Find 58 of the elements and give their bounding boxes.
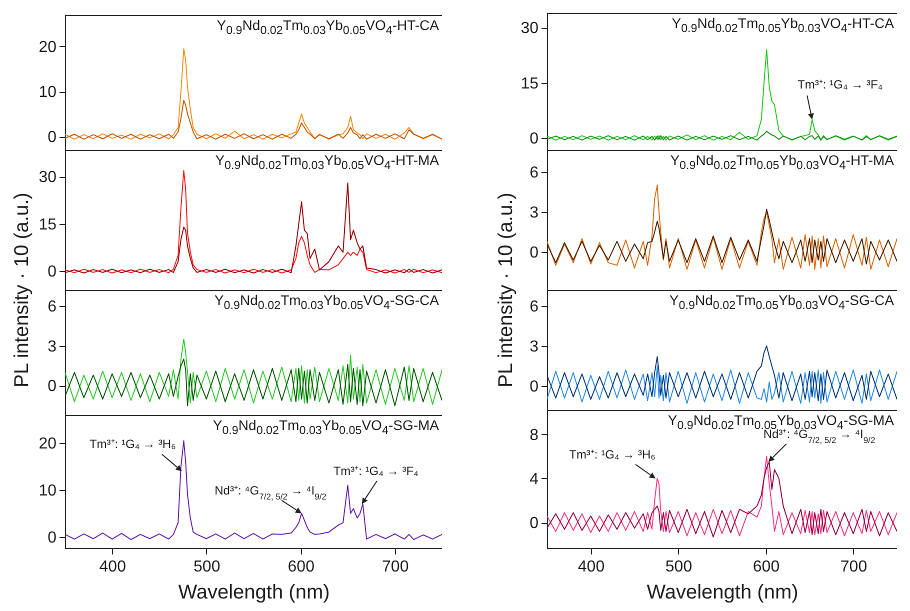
y-tick-label: 0: [48, 264, 57, 281]
y-tick-label: 0: [48, 529, 57, 546]
line-series: [65, 358, 442, 406]
annotation: Tm³⁺: ¹G₄ → ³H₆: [89, 437, 176, 452]
y-tick-label: 0: [530, 244, 539, 262]
line-series: [65, 100, 442, 140]
x-axis-title: Wavelength (nm): [646, 582, 798, 604]
text: Y$_{0.9}$Nd$_{0.02}$Tm$_{0.05}$Yb$_{0.03}$VO$_{4}$-HT-MA: [670, 152, 894, 172]
annotation: Tm³⁺: ¹G₄ → ³F₄: [798, 78, 883, 92]
x-tick-label: 700: [840, 558, 868, 576]
y-tick-label: 0: [530, 130, 539, 148]
y-tick-label: 3: [530, 338, 539, 356]
y-tick-label: 6: [530, 164, 539, 182]
line-series: [547, 49, 897, 141]
text: Y$_{0.9}$Nd$_{0.02}$Tm$_{0.05}$Yb$_{0.03}$VO$_{4}$-SG-CA: [669, 292, 894, 312]
annotation: Tm³⁺: ¹G₄ → ³F₄: [333, 464, 419, 478]
y-tick-label: 6: [530, 298, 539, 316]
x-tick-label: 600: [752, 558, 780, 576]
line-series: [65, 338, 442, 405]
y-tick-label: 4: [530, 470, 539, 488]
x-tick-label: 700: [382, 558, 409, 576]
y-tick-label: 15: [520, 75, 539, 92]
line-series: [547, 208, 897, 264]
x-tick-label: 500: [665, 558, 692, 576]
x-tick-label: 500: [194, 558, 220, 576]
text: Y$_{0.9}$Nd$_{0.02}$Tm$_{0.05}$Yb$_{0.03}$VO$_{4}$-HT-CA: [672, 15, 894, 35]
text: Y$_{0.9}$Nd$_{0.02}$Tm$_{0.03}$Yb$_{0.05}$VO$_{4}$-SG-CA: [214, 292, 439, 312]
line-series: [547, 130, 897, 141]
y-tick-label: 0: [530, 378, 539, 396]
y-tick-label: 10: [38, 84, 57, 101]
y-axis-title: PL intensity · 10 (a.u.): [11, 192, 33, 388]
y-tick-label: 3: [530, 204, 539, 222]
y-tick-label: 0: [530, 515, 539, 532]
y-tick-label: 6: [48, 298, 57, 316]
y-tick-label: 15: [38, 216, 57, 234]
y-tick-label: 30: [520, 20, 539, 38]
y-tick-label: 3: [48, 338, 57, 356]
text: Y$_{0.9}$Nd$_{0.02}$Tm$_{0.03}$Yb$_{0.05}$VO$_{4}$-HT-CA: [216, 17, 439, 37]
y-axis-title: PL intensity · 10 (a.u.): [495, 192, 517, 388]
y-tick-label: 0: [48, 129, 57, 146]
y-tick-label: 10: [38, 482, 57, 500]
line-series: [65, 440, 442, 540]
annotation: Tm³⁺: ¹G₄ → ³H₆: [569, 447, 656, 462]
x-tick-label: 600: [288, 558, 315, 576]
x-tick-label: 400: [578, 558, 605, 576]
y-tick-label: 20: [38, 39, 57, 56]
text: Y$_{0.9}$Nd$_{0.02}$Tm$_{0.03}$Yb$_{0.05}$VO$_{4}$-HT-MA: [215, 152, 439, 172]
y-tick-label: 8: [530, 426, 539, 444]
line-series: [547, 346, 897, 402]
line-series: [547, 366, 897, 404]
y-tick-label: 0: [48, 378, 57, 396]
y-tick-label: 30: [38, 169, 57, 186]
text: Y$_{0.9}$Nd$_{0.02}$Tm$_{0.03}$Yb$_{0.05}$VO$_{4}$-SG-MA: [212, 417, 439, 437]
annotation: Nd³⁺: ⁴G$_{7/2, 5/2}$ → ⁴I$_{9/2}$: [214, 483, 327, 502]
line-series: [547, 184, 897, 270]
x-axis-title: Wavelength (nm): [178, 582, 330, 604]
x-tick-label: 400: [99, 558, 126, 576]
y-tick-label: 20: [38, 436, 57, 453]
